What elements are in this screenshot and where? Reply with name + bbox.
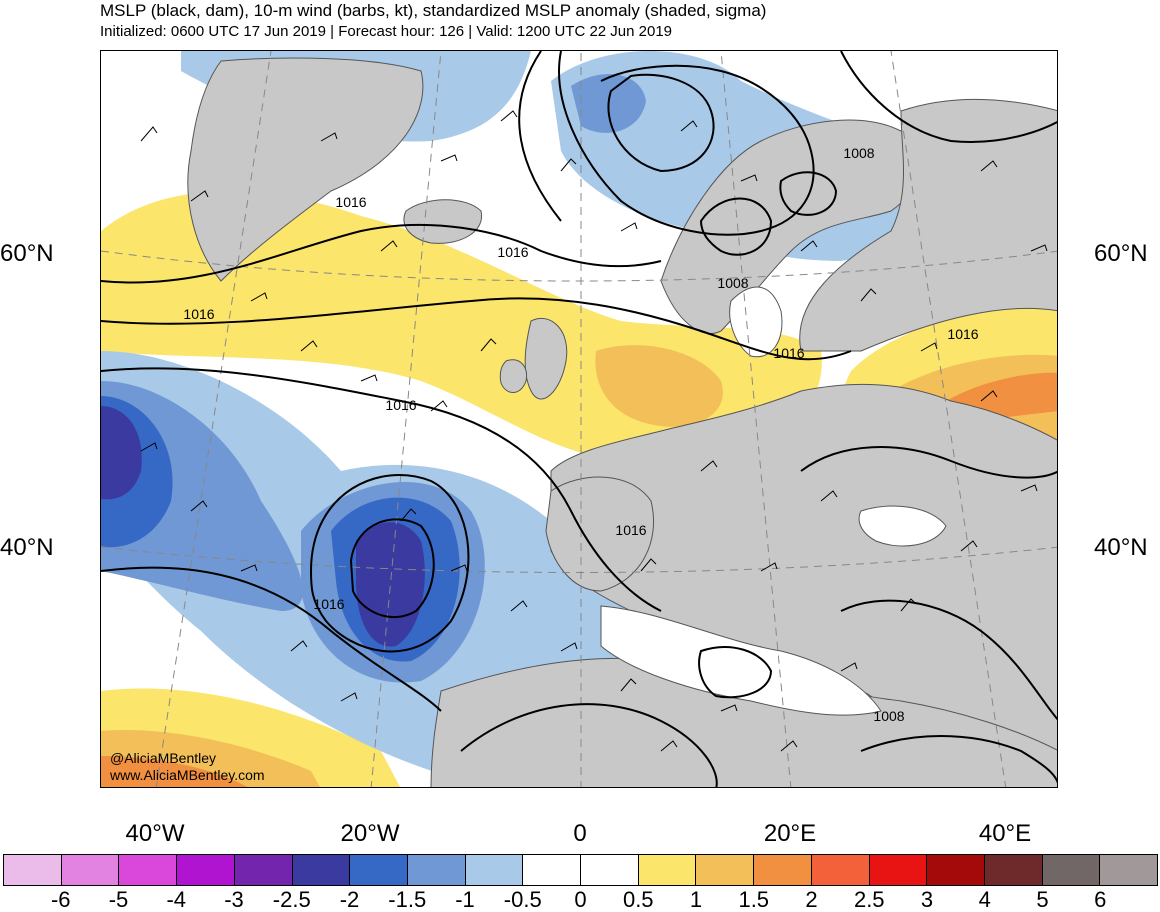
colorbar-tick-label: -3 bbox=[224, 887, 244, 912]
contour-label: 1016 bbox=[497, 244, 528, 260]
colorbar-swatch bbox=[465, 855, 524, 885]
anomaly-pos-europe bbox=[595, 345, 723, 427]
credit-handle: @AliciaMBentley bbox=[110, 750, 217, 766]
graticule bbox=[101, 51, 1057, 787]
baltic-sea bbox=[729, 286, 783, 358]
colorbar-tick-label: -2.5 bbox=[272, 887, 311, 912]
colorbar-tick-label: -5 bbox=[108, 887, 129, 912]
ireland-land bbox=[499, 359, 528, 393]
lat-label-60n-right: 60°N bbox=[1094, 240, 1148, 267]
contour-label: 1016 bbox=[385, 397, 416, 413]
weather-map: 1016 1016 1016 1016 1016 1016 1016 1016 … bbox=[100, 50, 1058, 788]
colorbar-tick-label: 0.5 bbox=[622, 887, 654, 912]
isobars bbox=[101, 51, 1057, 787]
colorbar-tick-label: 6 bbox=[1094, 887, 1107, 912]
colorbar-swatch bbox=[407, 855, 466, 885]
map-subtitle: Initialized: 0600 UTC 17 Jun 2019 | Fore… bbox=[100, 23, 673, 40]
colorbar-swatch bbox=[696, 855, 755, 885]
map-title: MSLP (black, dam), 10-m wind (barbs, kt)… bbox=[100, 1, 767, 20]
lon-label-40e: 40°E bbox=[978, 820, 1032, 847]
colorbar-swatch bbox=[1042, 855, 1101, 885]
credit-website: www.AliciaMBentley.com bbox=[110, 767, 265, 783]
contour-label: 1008 bbox=[843, 145, 874, 161]
colorbar-tick-label: -0.5 bbox=[503, 887, 542, 912]
lon-label-0: 0 bbox=[573, 820, 587, 847]
colorbar-swatch bbox=[811, 855, 870, 885]
colorbar-swatch bbox=[927, 855, 985, 885]
colorbar-tick-label: 4 bbox=[978, 887, 991, 912]
colorbar-tick-label: -1.5 bbox=[388, 887, 427, 912]
map-svg: 1016 1016 1016 1016 1016 1016 1016 1016 … bbox=[101, 51, 1057, 787]
colorbar-tick-label: 5 bbox=[1036, 887, 1049, 912]
contour-label: 1016 bbox=[615, 522, 646, 538]
lat-label-60n-left: 60°N bbox=[0, 240, 54, 267]
colorbar-swatch bbox=[350, 855, 408, 885]
contour-label: 1008 bbox=[717, 275, 748, 291]
contour-label: 1016 bbox=[773, 345, 804, 361]
black-sea bbox=[858, 505, 947, 547]
lon-label-40w: 40°W bbox=[125, 820, 185, 847]
colorbar-swatch bbox=[177, 855, 235, 885]
colorbar-swatch bbox=[4, 855, 62, 885]
lon-label-20w: 20°W bbox=[340, 820, 400, 847]
lon-label-20e: 20°E bbox=[763, 820, 817, 847]
colorbar-tick-label: 1.5 bbox=[738, 887, 770, 912]
colorbar-swatch bbox=[523, 855, 582, 885]
colorbar-tick-label: -2 bbox=[339, 887, 360, 912]
anomaly-pos-sw-3 bbox=[101, 756, 248, 787]
colorbar-tick-label: -6 bbox=[50, 887, 71, 912]
greenland-land bbox=[187, 57, 424, 282]
colorbar-tick-label: 1 bbox=[689, 887, 703, 912]
iberia-land bbox=[545, 476, 655, 592]
wind-barbs bbox=[140, 110, 1048, 752]
colorbar-swatch bbox=[638, 855, 697, 885]
iceland-land bbox=[403, 199, 483, 244]
mediterranean bbox=[600, 605, 882, 716]
contour-label: 1008 bbox=[873, 708, 904, 724]
lat-label-40n-right: 40°N bbox=[1094, 534, 1148, 561]
colorbar-tick-label: -4 bbox=[166, 887, 187, 912]
colorbar-swatch bbox=[754, 855, 812, 885]
colorbar-swatch bbox=[234, 855, 293, 885]
contour-label: 1016 bbox=[947, 326, 978, 342]
colorbar-tick-label: 0 bbox=[574, 887, 587, 912]
colorbar bbox=[3, 854, 1158, 886]
britain-land bbox=[524, 317, 568, 400]
colorbar-swatch bbox=[292, 855, 351, 885]
contour-label: 1016 bbox=[313, 596, 344, 612]
colorbar-tick-label: 3 bbox=[920, 887, 934, 912]
colorbar-swatch bbox=[984, 855, 1043, 885]
colorbar-swatch bbox=[119, 855, 178, 885]
colorbar-swatch bbox=[1100, 855, 1158, 885]
colorbar-swatch bbox=[581, 855, 639, 885]
contour-labels: 1016 1016 1016 1016 1016 1016 1016 1016 … bbox=[183, 145, 978, 724]
russia-land bbox=[799, 99, 1057, 352]
contour-label: 1016 bbox=[183, 306, 214, 322]
colorbar-swatch bbox=[61, 855, 120, 885]
colorbar-tick-label: 2 bbox=[805, 887, 818, 912]
anomaly-neg-west-4 bbox=[101, 406, 142, 500]
lat-label-40n-left: 40°N bbox=[0, 534, 54, 561]
colorbar-swatch bbox=[869, 855, 928, 885]
colorbar-tick-label: 2.5 bbox=[853, 887, 885, 912]
colorbar-tick-label: -1 bbox=[455, 887, 475, 912]
contour-label: 1016 bbox=[335, 194, 366, 210]
